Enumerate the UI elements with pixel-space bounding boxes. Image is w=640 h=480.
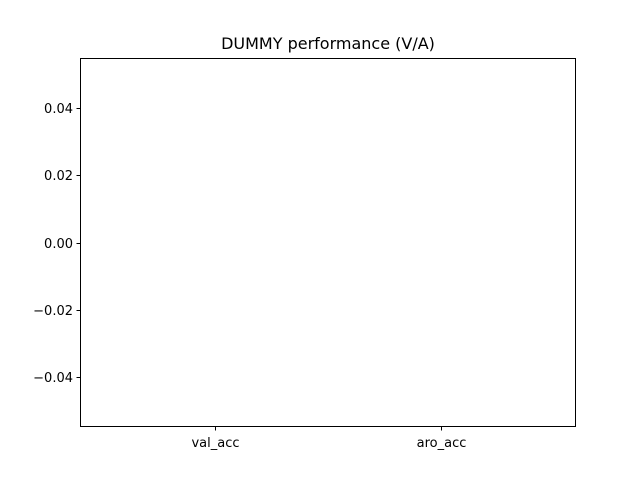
- plot-frame: [80, 58, 576, 427]
- x-axis: val_acc aro_acc: [191, 427, 466, 451]
- x-tick-label: aro_acc: [417, 436, 467, 451]
- y-tick-label: −0.02: [33, 304, 73, 319]
- x-tick-label: val_acc: [191, 436, 239, 451]
- chart-title: DUMMY performance (V/A): [221, 34, 435, 53]
- y-tick-label: 0.04: [44, 102, 73, 117]
- y-axis: −0.04 −0.02 0.00 0.02 0.04: [33, 102, 80, 386]
- y-tick-label: 0.00: [44, 237, 73, 252]
- y-tick-label: 0.02: [44, 169, 73, 184]
- y-tick-label: −0.04: [33, 371, 73, 386]
